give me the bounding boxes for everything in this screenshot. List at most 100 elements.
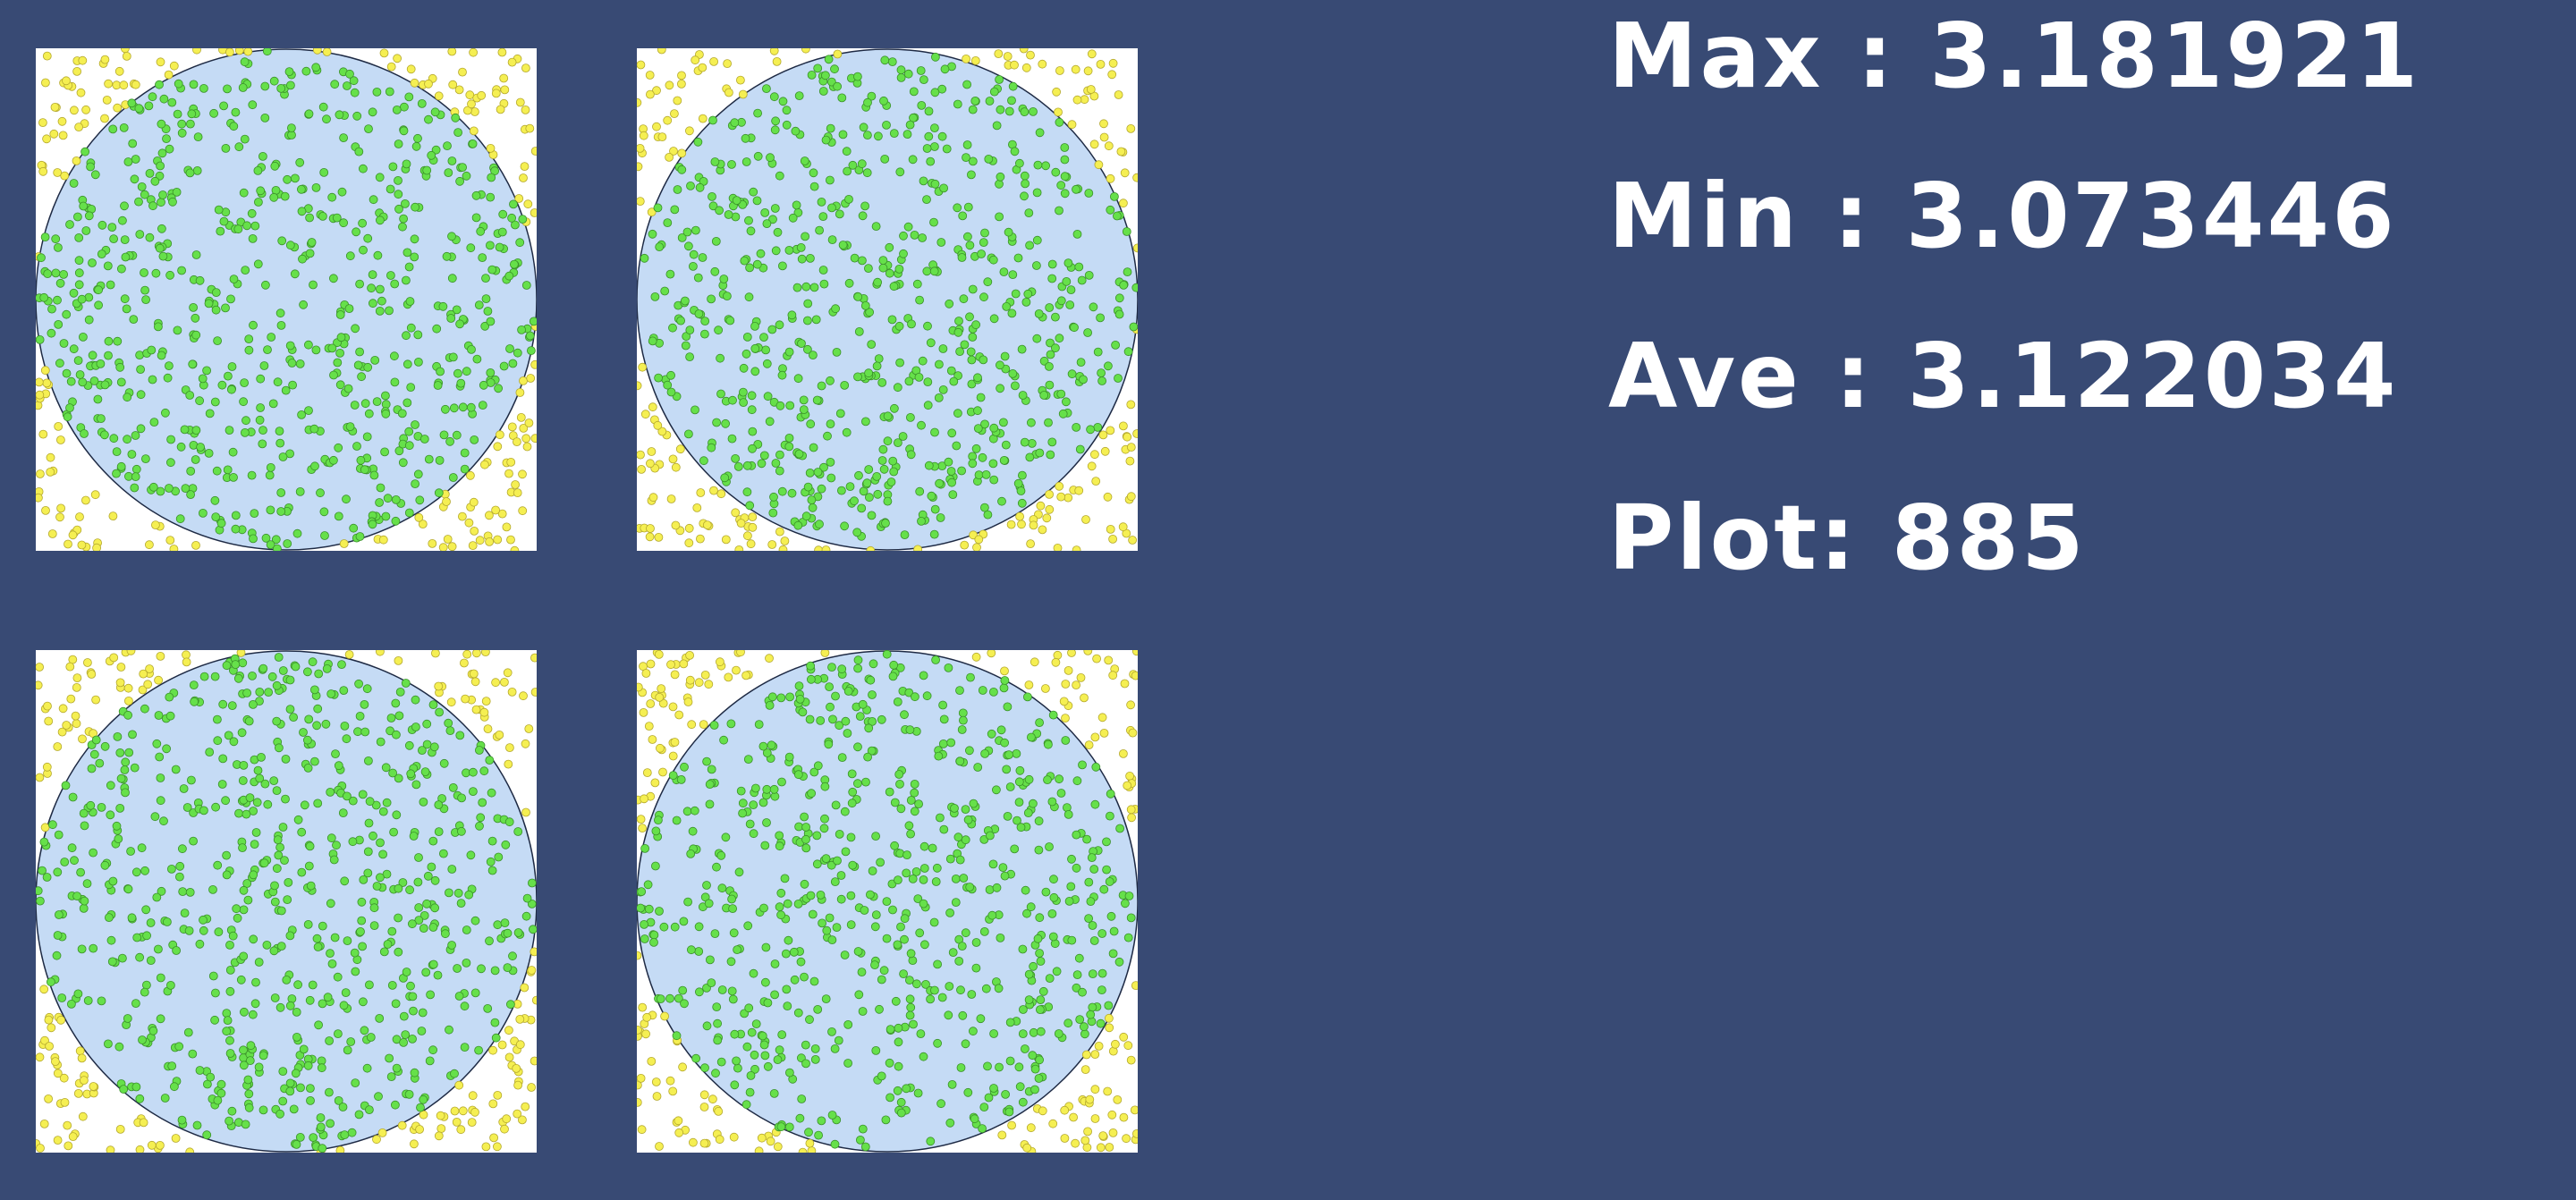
- outside-point: [1113, 1094, 1123, 1104]
- inside-point: [1010, 381, 1020, 391]
- inside-point: [844, 278, 854, 288]
- inside-point: [339, 686, 349, 695]
- inside-point: [94, 285, 103, 295]
- inside-point: [47, 304, 56, 314]
- inside-point: [820, 71, 830, 80]
- inside-point: [820, 814, 829, 824]
- inside-point: [405, 297, 415, 306]
- inside-point: [376, 838, 385, 848]
- inside-point: [806, 674, 816, 684]
- outside-point: [1106, 525, 1115, 534]
- inside-point: [1114, 374, 1123, 383]
- inside-point: [1049, 875, 1058, 884]
- inside-point: [944, 1010, 953, 1020]
- inside-point: [185, 168, 195, 178]
- inside-point: [775, 841, 784, 851]
- outside-point: [41, 506, 50, 515]
- inside-point: [350, 401, 360, 410]
- inside-point: [930, 427, 939, 437]
- inside-point: [672, 1031, 682, 1041]
- inside-point: [810, 1054, 820, 1064]
- inside-point: [239, 188, 249, 198]
- inside-point: [169, 1082, 179, 1092]
- inside-point: [229, 737, 239, 747]
- inside-point: [184, 925, 194, 935]
- inside-point: [397, 409, 407, 418]
- outside-point: [974, 535, 984, 545]
- inside-point: [291, 1069, 301, 1078]
- inside-point: [1029, 107, 1038, 116]
- inside-point: [637, 903, 645, 913]
- inside-point: [677, 232, 687, 242]
- inside-point: [453, 964, 462, 973]
- inside-point: [521, 281, 531, 290]
- inside-point: [156, 486, 165, 496]
- inside-point: [140, 268, 148, 277]
- inside-point: [989, 314, 999, 324]
- inside-point: [973, 763, 983, 772]
- outside-point: [1132, 429, 1138, 438]
- inside-point: [135, 351, 144, 360]
- inside-point: [778, 97, 788, 106]
- inside-point: [895, 358, 905, 368]
- inside-point: [919, 75, 928, 84]
- outside-point: [53, 1069, 63, 1078]
- outside-point: [675, 444, 685, 454]
- inside-point: [811, 315, 821, 325]
- inside-point: [146, 956, 156, 966]
- inside-point: [157, 224, 166, 233]
- inside-point: [445, 726, 455, 735]
- inside-point: [794, 449, 804, 459]
- inside-point: [775, 466, 784, 476]
- inside-point: [984, 1093, 994, 1103]
- inside-point: [1022, 908, 1031, 918]
- inside-point: [977, 249, 987, 258]
- inside-point: [258, 1051, 268, 1061]
- outside-point: [1026, 50, 1035, 60]
- inside-point: [289, 1104, 299, 1114]
- inside-point: [386, 714, 396, 723]
- inside-point: [527, 346, 536, 356]
- inside-point: [97, 802, 106, 812]
- inside-point: [1010, 844, 1020, 854]
- inside-point: [318, 211, 327, 221]
- inside-point: [909, 87, 919, 97]
- inside-point: [837, 93, 847, 103]
- outside-point: [500, 85, 510, 95]
- outside-point: [1052, 87, 1062, 97]
- inside-point: [1096, 1018, 1106, 1028]
- inside-point: [929, 266, 939, 276]
- inside-point: [758, 741, 768, 751]
- inside-point: [936, 513, 945, 522]
- inside-point: [275, 308, 285, 318]
- inside-point: [333, 358, 343, 368]
- inside-point: [1015, 765, 1025, 775]
- outside-point: [62, 76, 71, 86]
- inside-point: [781, 949, 791, 959]
- inside-point: [1020, 191, 1029, 201]
- inside-point: [268, 399, 278, 409]
- inside-point: [422, 899, 432, 908]
- outside-point: [1090, 1050, 1100, 1060]
- inside-point: [452, 305, 462, 315]
- inside-point: [1000, 738, 1010, 748]
- inside-point: [83, 996, 93, 1005]
- inside-point: [826, 860, 836, 870]
- inside-point: [922, 691, 932, 701]
- inside-point: [135, 230, 145, 239]
- inside-point: [432, 324, 442, 334]
- inside-point: [827, 1027, 836, 1036]
- inside-point: [766, 153, 775, 163]
- inside-point: [494, 384, 503, 393]
- inside-point: [177, 128, 187, 138]
- outside-point: [72, 156, 81, 165]
- inside-point: [747, 391, 757, 401]
- inside-point: [926, 994, 936, 1004]
- inside-point: [812, 831, 822, 841]
- inside-point: [381, 409, 391, 418]
- outside-point: [658, 698, 668, 708]
- inside-point: [405, 885, 415, 895]
- inside-point: [796, 957, 806, 967]
- inside-point: [858, 1007, 868, 1016]
- inside-point: [471, 213, 481, 223]
